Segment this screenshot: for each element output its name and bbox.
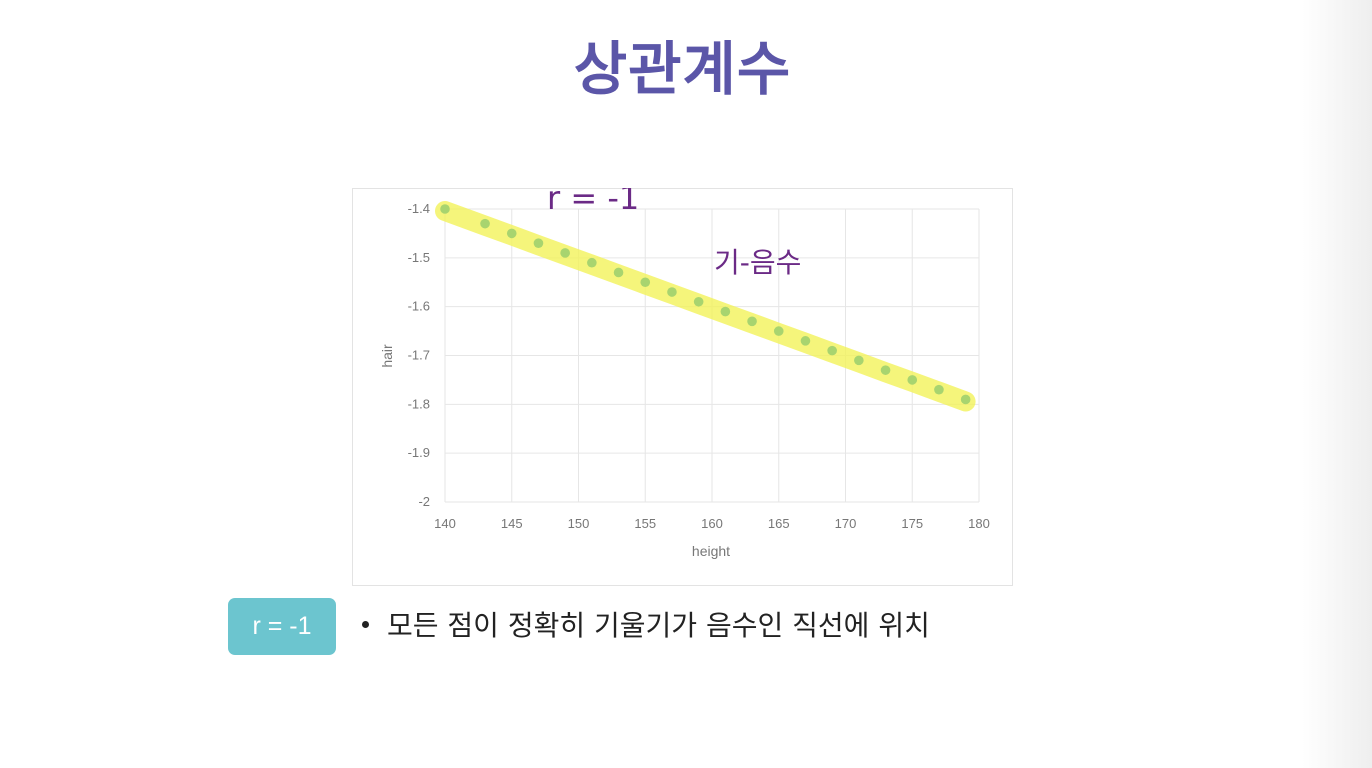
- y-tick-label: -1.9: [408, 445, 430, 460]
- data-point: [960, 394, 971, 405]
- x-tick-label: 155: [634, 516, 656, 531]
- right-edge-shade: [1302, 0, 1372, 768]
- points-layer: [440, 204, 971, 405]
- x-tick-labels: 140 145 150 155 160 165 170 175 180: [434, 516, 990, 531]
- x-tick-label: 180: [968, 516, 990, 531]
- data-point: [693, 296, 704, 307]
- data-point: [800, 336, 811, 346]
- bullet-item: 모든 점이 정확히 기울기가 음수인 직선에 위치: [362, 604, 930, 644]
- y-tick-label: -1.4: [408, 201, 430, 216]
- data-point: [907, 375, 918, 385]
- y-axis-title: hair: [379, 344, 395, 368]
- x-tick-label: 145: [501, 516, 523, 531]
- y-tick-label: -1.5: [408, 250, 430, 265]
- data-point: [773, 326, 784, 336]
- data-point: [640, 277, 651, 288]
- data-point: [667, 287, 677, 297]
- y-tick-label: -1.7: [408, 348, 430, 363]
- x-tick-label: 175: [901, 516, 923, 531]
- data-point: [440, 204, 450, 214]
- r-value-badge: r = -1: [228, 598, 336, 655]
- data-point: [480, 218, 490, 229]
- y-tick-label: -1.8: [408, 396, 430, 411]
- x-tick-label: 165: [768, 516, 790, 531]
- scatter-chart: -1.4-1.5-1.6-1.7-1.8-1.9-2 140 145 150 155 1…: [379, 188, 990, 559]
- slide-title: 상관계수: [573, 35, 792, 103]
- x-tick-label: 150: [568, 516, 590, 531]
- data-point: [747, 316, 757, 327]
- grid-layer: [444, 208, 980, 503]
- data-point: [934, 384, 944, 395]
- x-tick-label: 140: [434, 516, 456, 531]
- data-point: [587, 257, 597, 268]
- data-point: [613, 267, 624, 278]
- data-point: [880, 365, 891, 375]
- x-tick-label: 160: [701, 516, 723, 531]
- bullet-text: 모든 점이 정확히 기울기가 음수인 직선에 위치: [387, 609, 930, 642]
- data-point: [533, 238, 544, 248]
- handwritten-r-label: r = -1: [547, 188, 639, 217]
- handwritten-slope-label: 기-음수: [714, 246, 801, 279]
- y-tick-label: -2: [418, 494, 430, 509]
- x-axis-title: height: [692, 543, 730, 559]
- data-point: [854, 355, 864, 366]
- data-point: [560, 248, 570, 258]
- bullet-dot: [362, 620, 369, 628]
- y-tick-label: -1.6: [408, 299, 430, 314]
- data-point: [506, 228, 517, 239]
- x-tick-label: 170: [835, 516, 857, 531]
- y-tick-labels: -1.4 -1.5 -1.6 -1.7 -1.8 -1.9 -2: [408, 201, 430, 509]
- data-point: [827, 345, 837, 356]
- data-point: [720, 306, 731, 317]
